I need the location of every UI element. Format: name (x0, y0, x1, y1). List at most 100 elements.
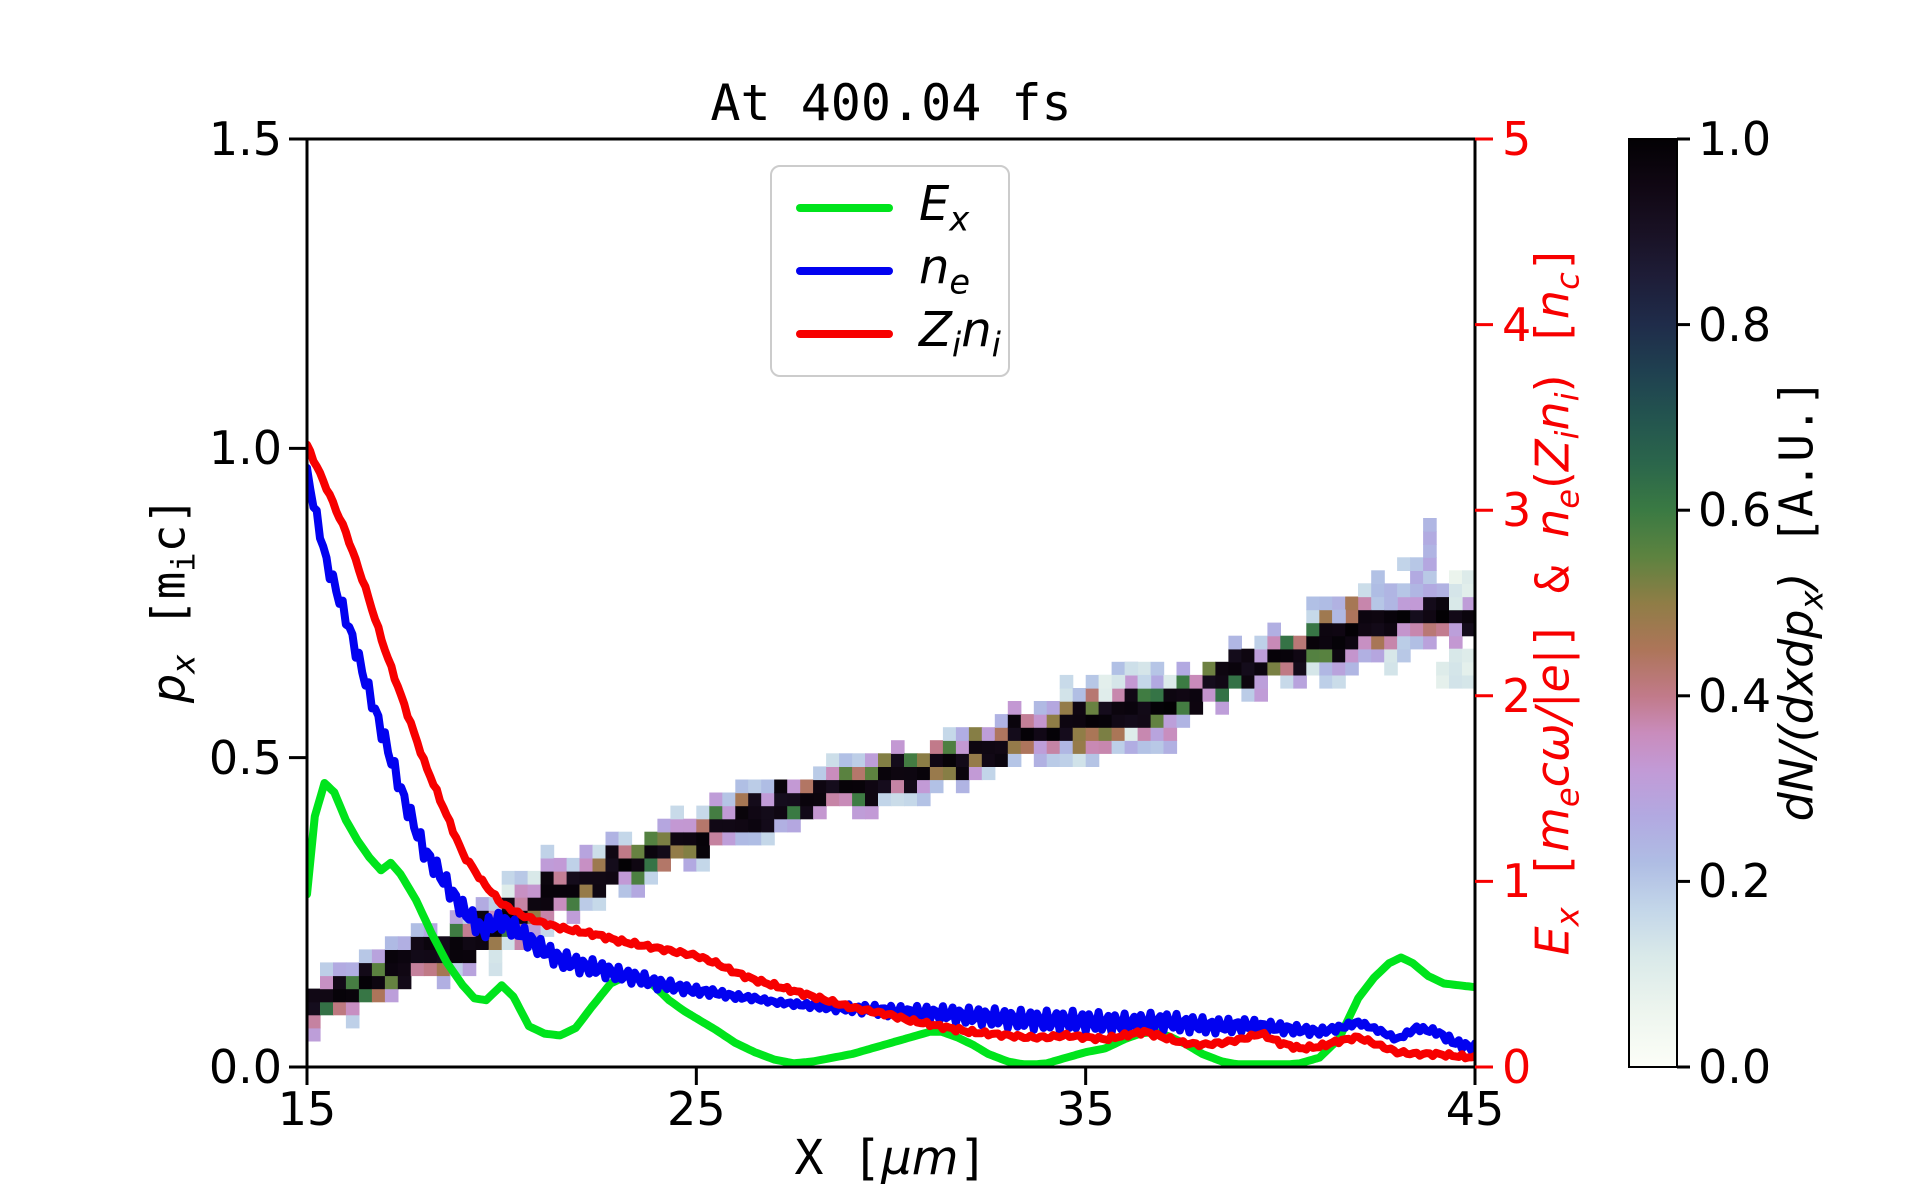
heatmap-cell (1397, 583, 1411, 598)
heatmap-cell (333, 988, 347, 1003)
heatmap-cell (436, 975, 451, 990)
heatmap-cell (592, 870, 607, 885)
heatmap-cell (735, 818, 749, 833)
heatmap-cell (1332, 622, 1346, 637)
heatmap-cell (761, 779, 775, 794)
heatmap-cell (878, 753, 892, 767)
heatmap-cell (1137, 714, 1152, 728)
heatmap-cell (618, 870, 633, 885)
y-axis-label-right-part: Z (1525, 439, 1580, 472)
heatmap-cell (942, 766, 957, 781)
heatmap-cell (1033, 701, 1048, 715)
heatmap-cell (605, 857, 620, 872)
y-axis-label-left-part: p (141, 673, 196, 704)
heatmap-cell (345, 962, 360, 977)
heatmap-cell (1436, 674, 1450, 689)
x-tick-label: 45 (1445, 1082, 1505, 1136)
y-right-tick-label: 0 (1502, 1040, 1532, 1094)
heatmap-cell (942, 753, 957, 767)
y-axis-label-right-part: ) (1525, 374, 1580, 393)
y-axis-label-right-part: n (1525, 289, 1580, 320)
heatmap-cell (449, 936, 464, 950)
heatmap-cell (968, 727, 983, 741)
heatmap-cell (1241, 674, 1255, 689)
heatmap-cell (1046, 714, 1061, 728)
heatmap-cell (1215, 661, 1229, 676)
heatmap-cell (1085, 701, 1100, 715)
heatmap-cell (1176, 674, 1191, 689)
heatmap-cell (1319, 648, 1333, 663)
heatmap-cell (1358, 596, 1372, 611)
heatmap-cell (1371, 596, 1385, 611)
heatmap-cell (904, 779, 918, 794)
heatmap-cell (618, 857, 633, 872)
colorbar-tick-label: 0.8 (1698, 297, 1772, 352)
heatmap-cell (787, 779, 801, 794)
y-right-tick-label: 2 (1502, 668, 1532, 723)
heatmap-cell (1124, 727, 1139, 741)
heatmap-cell (1098, 727, 1113, 741)
heatmap-cell (488, 936, 503, 950)
heatmap-cell (929, 753, 944, 767)
heatmap-cell (1423, 557, 1437, 571)
heatmap-cell (1345, 622, 1359, 637)
heatmap-cell (1371, 648, 1385, 663)
heatmap-cell (813, 805, 827, 820)
heatmap-cell (345, 988, 360, 1003)
heatmap-cell (761, 831, 775, 846)
heatmap-cell (1423, 570, 1437, 584)
heatmap-cell (345, 1014, 360, 1029)
heatmap-cell (566, 884, 581, 898)
heatmap-cell (735, 805, 749, 820)
y-axis-label-right-part: cω/|e| (1525, 648, 1580, 788)
heatmap-cell (891, 792, 905, 807)
ne-curve (306, 463, 1476, 1056)
heatmap-cell (955, 779, 970, 794)
heatmap-cell (1410, 609, 1424, 624)
heatmap-cell (1124, 688, 1139, 702)
heatmap-cell (813, 792, 827, 807)
heatmap-cell (423, 962, 438, 977)
heatmap-cell (1150, 727, 1165, 741)
x-tick-label: 35 (1056, 1082, 1115, 1136)
y-axis-label-right-part: [ (1525, 319, 1580, 375)
heatmap-cell (618, 884, 633, 898)
heatmap-cell (592, 844, 607, 859)
heatmap-cell (1293, 661, 1307, 676)
heatmap-cell (748, 831, 762, 846)
colorbar-label-part: [A.U.] (1769, 378, 1824, 573)
heatmap-cell (345, 975, 360, 990)
heatmap-cell (929, 740, 944, 754)
legend-label-part: n (919, 238, 950, 295)
plot-title: At 400.04 fs (710, 74, 1072, 132)
heatmap-cell (787, 818, 801, 833)
heatmap-cell (1228, 635, 1242, 650)
heatmap-cell (657, 831, 671, 846)
heatmap-cell (1085, 714, 1100, 728)
heatmap-cell (839, 792, 853, 807)
heatmap-cell (1384, 609, 1398, 624)
heatmap-cell (514, 870, 529, 885)
heatmap-cell (1332, 674, 1346, 689)
heatmap-cell (553, 857, 568, 872)
heatmap-cell (333, 975, 347, 990)
heatmap-cell (1098, 688, 1113, 702)
heatmap-cell (981, 727, 996, 741)
heatmap-cell (1098, 674, 1113, 689)
heatmap-cell (397, 936, 412, 950)
heatmap-cell (384, 949, 399, 964)
heatmap-cell (1137, 727, 1152, 741)
heatmap-cell (852, 753, 866, 767)
heatmap-cell (371, 962, 386, 977)
colorbar (1628, 138, 1678, 1068)
heatmap-cell (1111, 661, 1126, 676)
heatmap-cell (371, 988, 386, 1003)
heatmap-cell (670, 818, 684, 833)
y-axis-label-right-part: ] (1525, 244, 1580, 273)
heatmap-cell (358, 975, 373, 990)
heatmap-cell (1306, 661, 1320, 676)
heatmap-cell (1319, 661, 1333, 676)
heatmap-cell (462, 962, 477, 977)
heatmap-cell (1241, 648, 1255, 663)
